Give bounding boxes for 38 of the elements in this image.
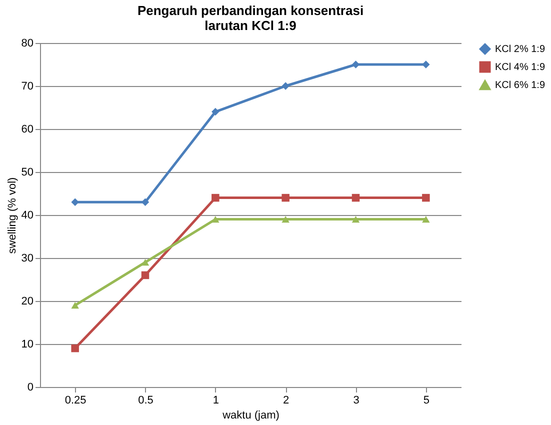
y-axis-title: swelling (% vol) [6,177,18,254]
y-tick-label: 0 [27,382,34,394]
point [282,82,290,90]
point [212,108,220,116]
chart-title: Pengaruh perbandingan konsentrasi larutan KCl 1:9 [137,3,364,33]
point [282,216,290,223]
point [422,194,430,202]
point [422,216,430,223]
x-tick-label: 5 [423,394,430,406]
point [71,344,79,352]
x-tick-label: 0.25 [64,394,86,406]
y-tick-label: 60 [21,124,34,136]
x-axis-title: waktu (jam) [222,410,280,422]
y-tick-label: 30 [21,252,34,264]
point [352,194,360,202]
legend-label: KCl 6% 1:9 [495,80,546,91]
x-tick-label: 2 [283,394,290,406]
point [212,216,220,223]
y-tick-label: 40 [21,210,34,222]
point [141,258,150,266]
x-tick-label: 0.5 [138,394,154,406]
point [141,271,150,280]
y-tick-label: 20 [21,296,34,308]
y-tick-label: 70 [21,80,34,92]
x-tick-label: 1 [212,394,219,406]
point [282,194,290,202]
point [422,60,430,68]
point [141,198,150,206]
legend-label: KCl 2% 1:9 [495,44,546,55]
y-tick-label: 80 [21,38,34,50]
point [212,194,220,202]
y-tick-label: 10 [21,338,34,350]
point [71,302,79,309]
point [352,216,360,223]
point [71,198,79,206]
x-tick-label: 3 [353,394,360,406]
y-tick-label: 50 [21,166,34,178]
legend-label: KCl 4% 1:9 [495,62,546,73]
